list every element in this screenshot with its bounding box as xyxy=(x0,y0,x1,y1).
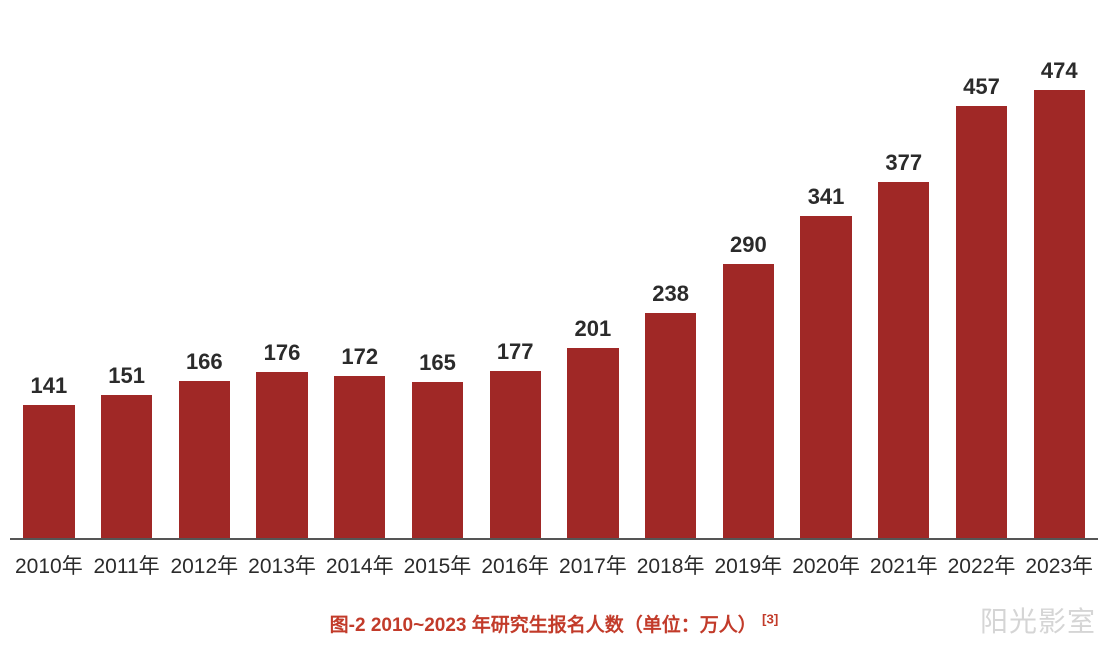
bar xyxy=(800,216,851,538)
bar-column: 238 xyxy=(632,30,710,538)
bar-column: 165 xyxy=(399,30,477,538)
x-axis-label: 2020年 xyxy=(787,550,865,580)
bar-value-label: 457 xyxy=(963,74,1000,100)
x-axis-label: 2019年 xyxy=(709,550,787,580)
x-axis-label: 2023年 xyxy=(1020,550,1098,580)
bar-value-label: 201 xyxy=(575,316,612,342)
bar xyxy=(490,371,541,538)
bar-column: 290 xyxy=(709,30,787,538)
x-axis-label: 2017年 xyxy=(554,550,632,580)
bar-value-label: 290 xyxy=(730,232,767,258)
bar-column: 177 xyxy=(476,30,554,538)
bar-value-label: 474 xyxy=(1041,58,1078,84)
bar xyxy=(412,382,463,538)
caption-text: 图-2 2010~2023 年研究生报名人数（单位：万人） xyxy=(330,615,757,636)
bar-column: 141 xyxy=(10,30,88,538)
bar xyxy=(878,182,929,538)
bar-value-label: 151 xyxy=(108,363,145,389)
bar-column: 457 xyxy=(943,30,1021,538)
x-axis-label: 2011年 xyxy=(88,550,166,580)
bar-value-label: 172 xyxy=(341,344,378,370)
x-axis-label: 2021年 xyxy=(865,550,943,580)
bar xyxy=(101,395,152,538)
bar xyxy=(567,348,618,538)
bar xyxy=(179,381,230,538)
x-axis-label: 2022年 xyxy=(943,550,1021,580)
bar-column: 341 xyxy=(787,30,865,538)
bar-column: 377 xyxy=(865,30,943,538)
bar xyxy=(723,264,774,538)
x-axis-label: 2010年 xyxy=(10,550,88,580)
x-axis-labels: 2010年2011年2012年2013年2014年2015年2016年2017年… xyxy=(10,550,1098,580)
bar-column: 151 xyxy=(88,30,166,538)
chart-container: 141 151 166 176 172 165 177 201 238 290 341 377 457 4… xyxy=(0,0,1108,650)
bar-column: 176 xyxy=(243,30,321,538)
bar-value-label: 177 xyxy=(497,339,534,365)
bar-value-label: 238 xyxy=(652,281,689,307)
bar xyxy=(334,376,385,538)
bar-column: 166 xyxy=(165,30,243,538)
x-axis-label: 2015年 xyxy=(399,550,477,580)
x-axis-label: 2016年 xyxy=(476,550,554,580)
chart-caption: 图-2 2010~2023 年研究生报名人数（单位：万人） [3] xyxy=(0,610,1108,637)
x-axis-label: 2013年 xyxy=(243,550,321,580)
bar-value-label: 166 xyxy=(186,349,223,375)
caption-superscript: [3] xyxy=(762,612,778,627)
bar xyxy=(1034,90,1085,538)
bar-column: 172 xyxy=(321,30,399,538)
bar-value-label: 165 xyxy=(419,350,456,376)
bar xyxy=(23,405,74,538)
x-axis-label: 2018年 xyxy=(632,550,710,580)
bar-value-label: 141 xyxy=(31,373,68,399)
bar-value-label: 341 xyxy=(808,184,845,210)
x-axis-label: 2014年 xyxy=(321,550,399,580)
bar xyxy=(645,313,696,538)
bar-value-label: 377 xyxy=(885,150,922,176)
bar xyxy=(256,372,307,538)
bar-column: 474 xyxy=(1020,30,1098,538)
watermark: 阳光影室 xyxy=(980,600,1096,640)
bar xyxy=(956,106,1007,538)
bar-column: 201 xyxy=(554,30,632,538)
x-axis-label: 2012年 xyxy=(165,550,243,580)
plot-area: 141 151 166 176 172 165 177 201 238 290 341 377 457 4… xyxy=(10,30,1098,540)
bar-value-label: 176 xyxy=(264,340,301,366)
